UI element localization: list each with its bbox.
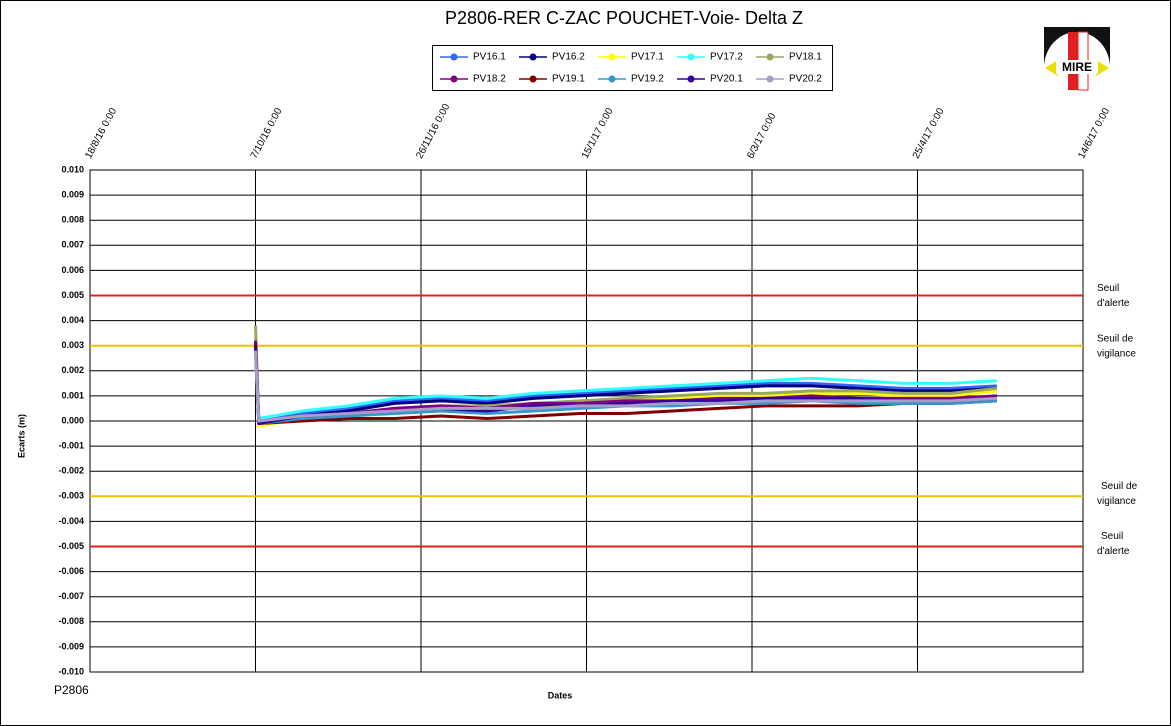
y-tick-label: 0.006 [61, 265, 84, 275]
y-tick-label: 0.000 [61, 415, 84, 425]
y-tick-label: -0.001 [58, 440, 84, 450]
legend-marker [766, 75, 774, 83]
y-tick-label: 0.003 [61, 340, 84, 350]
y-axis-label: Ecarts (m) [16, 414, 26, 458]
y-tick-label: 0.001 [61, 390, 84, 400]
series-line [254, 343, 997, 425]
legend-marker [450, 53, 458, 61]
legend-marker [687, 53, 695, 61]
threshold-label: Seuil de [1101, 481, 1138, 492]
y-tick-label: -0.008 [58, 616, 84, 626]
y-tick-label: 0.002 [61, 365, 84, 375]
threshold-label: Seuil [1101, 531, 1123, 542]
series-line [254, 345, 997, 420]
legend-marker [529, 53, 537, 61]
legend-marker [766, 53, 774, 61]
legend-label: PV19.1 [552, 74, 585, 85]
legend-label: PV16.1 [473, 52, 506, 63]
legend-marker [687, 75, 695, 83]
threshold-label: Seuil de [1097, 333, 1134, 344]
legend-label: PV19.2 [631, 74, 664, 85]
y-tick-label: -0.007 [58, 591, 84, 601]
legend-marker [608, 53, 616, 61]
y-tick-label: -0.006 [58, 566, 84, 576]
threshold-label: vigilance [1097, 496, 1136, 507]
legend-box [432, 45, 833, 91]
y-tick-label: -0.002 [58, 466, 84, 476]
legend-marker [608, 75, 616, 83]
legend-label: PV17.2 [710, 52, 743, 63]
legend-label: PV20.1 [710, 74, 743, 85]
y-tick-label: 0.007 [61, 240, 84, 250]
legend-label: PV18.2 [473, 74, 506, 85]
threshold-label: d'alerte [1097, 546, 1130, 557]
y-tick-label: -0.010 [58, 666, 84, 676]
legend-label: PV20.2 [789, 74, 822, 85]
y-tick-label: 0.008 [61, 215, 84, 225]
y-tick-label: -0.003 [58, 491, 84, 501]
logo [1044, 27, 1110, 91]
x-axis-label: Dates [548, 690, 573, 700]
legend-marker [529, 75, 537, 83]
legend-marker [450, 75, 458, 83]
y-tick-label: 0.010 [61, 164, 84, 174]
y-tick-label: 0.009 [61, 189, 84, 199]
legend-label: PV18.1 [789, 52, 822, 63]
logo-text: MIRE [1062, 60, 1092, 74]
series-line [254, 338, 997, 420]
footer: P2806 [54, 683, 89, 697]
threshold-label: d'alerte [1097, 298, 1130, 309]
threshold-label: vigilance [1097, 348, 1136, 359]
y-tick-label: 0.004 [61, 315, 84, 325]
chart-title: P2806-RER C-ZAC POUCHET-Voie- Delta Z [445, 8, 803, 28]
y-tick-label: 0.005 [61, 290, 84, 300]
series-line [254, 348, 997, 423]
legend-label: PV17.1 [631, 52, 664, 63]
series-line [254, 350, 997, 423]
threshold-label: Seuil [1097, 283, 1119, 294]
legend-label: PV16.2 [552, 52, 585, 63]
y-tick-label: -0.005 [58, 541, 84, 551]
y-tick-label: -0.004 [58, 516, 84, 526]
y-tick-label: -0.009 [58, 641, 84, 651]
